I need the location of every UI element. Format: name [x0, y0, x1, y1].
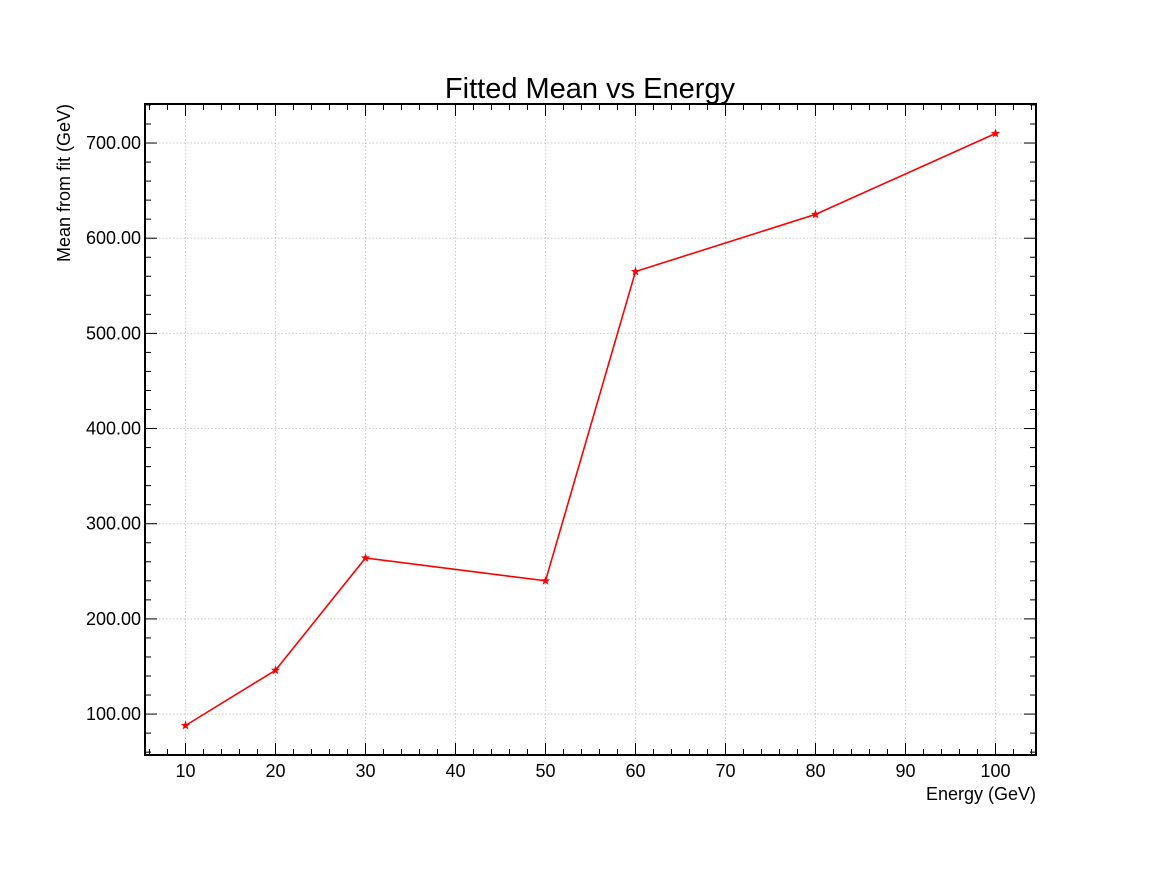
- x-tick-label: 40: [445, 761, 465, 781]
- data-point-star: [540, 575, 551, 585]
- tick-layer: 10 20 30 40 50 60 70 80 90 100 100.00 200.00 300.00 4…: [86, 104, 1036, 781]
- x-tick-label: 30: [355, 761, 375, 781]
- data-point-star: [270, 665, 281, 675]
- x-tick-label: 70: [715, 761, 735, 781]
- y-tick-label: 600.00: [86, 228, 141, 248]
- x-tick-label: 90: [895, 761, 915, 781]
- plot-frame: [144, 103, 1037, 756]
- series-layer: [180, 128, 1001, 730]
- x-tick-label: 80: [805, 761, 825, 781]
- y-tick-label: 200.00: [86, 609, 141, 629]
- x-tick-label: 60: [625, 761, 645, 781]
- y-tick-label: 700.00: [86, 133, 141, 153]
- x-axis-label: Energy (GeV): [926, 784, 1036, 804]
- data-point-star: [810, 209, 821, 219]
- data-point-star: [180, 720, 191, 730]
- data-point-star: [990, 128, 1001, 138]
- data-point-star: [360, 553, 371, 562]
- chart-title: Fitted Mean vs Energy: [445, 73, 736, 105]
- y-tick-label: 500.00: [86, 323, 141, 343]
- y-tick-label: 300.00: [86, 514, 141, 534]
- y-axis-label: Mean from fit (GeV): [54, 104, 74, 262]
- x-tick-label: 10: [175, 761, 195, 781]
- x-tick-label: 100: [980, 761, 1010, 781]
- x-tick-label: 50: [535, 761, 555, 781]
- y-tick-label: 400.00: [86, 419, 141, 439]
- x-tick-label: 20: [265, 761, 285, 781]
- data-point-star: [630, 266, 641, 276]
- y-tick-label: 100.00: [86, 704, 141, 724]
